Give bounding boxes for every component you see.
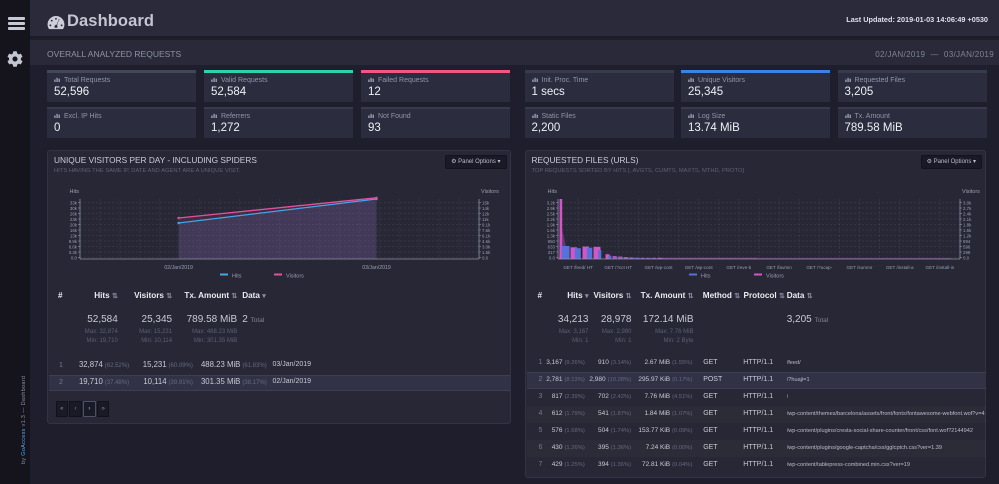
svg-text:7.6k: 7.6k [482,228,491,233]
svg-text:1.8k: 1.8k [963,222,972,227]
svg-text:2.4k: 2.4k [963,211,972,216]
svg-text:GET /wp-cont: GET /wp-cont [684,265,713,270]
svg-text:02/Jan/2019: 02/Jan/2019 [164,265,193,271]
svg-text:Hits: Hits [232,274,242,280]
svg-text:30k: 30k [70,206,78,211]
svg-text:Visitors: Visitors [286,274,304,280]
svg-text:2.9k: 2.9k [546,206,555,211]
svg-text:33k: 33k [70,200,78,205]
svg-text:15k: 15k [482,200,490,205]
svg-text:GET /install-in: GET /install-in [925,265,954,270]
svg-text:0.0: 0.0 [482,255,489,260]
svg-text:3.0k: 3.0k [963,200,972,205]
svg-text:1.5k: 1.5k [963,228,972,233]
svg-text:6.1k: 6.1k [482,233,491,238]
svg-text:GET /wp-cont: GET /wp-cont [644,265,673,270]
svg-text:GET /favmin: GET /favmin [766,265,792,270]
svg-text:Hits: Hits [701,274,711,280]
svg-text:1.6k: 1.6k [546,228,555,233]
svg-text:GET /reve-b: GET /reve-b [726,265,751,270]
svg-text:0.0: 0.0 [71,255,78,260]
svg-text:3.0k: 3.0k [482,244,491,249]
svg-text:GET /?cct HT: GET /?cct HT [604,265,632,270]
svg-text:596: 596 [963,244,971,249]
svg-text:Visitors: Visitors [766,274,784,280]
svg-text:Visitors: Visitors [481,189,499,195]
svg-text:0.0: 0.0 [963,255,970,260]
svg-text:11k: 11k [482,217,490,222]
svg-text:03/Jan/2019: 03/Jan/2019 [362,265,391,271]
svg-text:3.3k: 3.3k [69,250,78,255]
svg-text:2.1k: 2.1k [963,217,972,222]
svg-text:3.2k: 3.2k [546,200,555,205]
svg-text:GET /summr: GET /summr [846,265,872,270]
svg-text:GET /feed/ HT: GET /feed/ HT [563,265,593,270]
svg-text:Visitors: Visitors [962,189,980,195]
svg-text:298: 298 [963,250,971,255]
svg-text:13k: 13k [70,233,78,238]
svg-text:2.5k: 2.5k [546,211,555,216]
svg-text:4.6k: 4.6k [482,239,491,244]
svg-text:9.9k: 9.9k [69,239,78,244]
svg-text:6.6k: 6.6k [69,244,78,249]
svg-text:1.9k: 1.9k [546,222,555,227]
svg-text:GET /?ucap-: GET /?ucap- [806,265,832,270]
svg-text:633: 633 [547,244,555,249]
svg-text:12k: 12k [482,211,490,216]
svg-text:23k: 23k [70,217,78,222]
svg-text:0.0: 0.0 [548,255,555,260]
svg-text:9.1k: 9.1k [482,222,491,227]
svg-text:Hits: Hits [70,189,80,195]
svg-text:894: 894 [963,239,971,244]
svg-text:GET /install-a: GET /install-a [885,265,913,270]
svg-text:950: 950 [547,239,555,244]
svg-text:1.2k: 1.2k [963,233,972,238]
svg-text:1.5k: 1.5k [482,250,491,255]
svg-text:14k: 14k [482,206,490,211]
svg-text:16k: 16k [70,228,78,233]
svg-text:317: 317 [547,250,555,255]
svg-text:26k: 26k [70,211,78,216]
svg-text:Hits: Hits [547,189,557,195]
svg-text:2.7k: 2.7k [963,206,972,211]
svg-text:20k: 20k [70,222,78,227]
svg-text:1.3k: 1.3k [546,233,555,238]
svg-text:2.2k: 2.2k [546,217,555,222]
